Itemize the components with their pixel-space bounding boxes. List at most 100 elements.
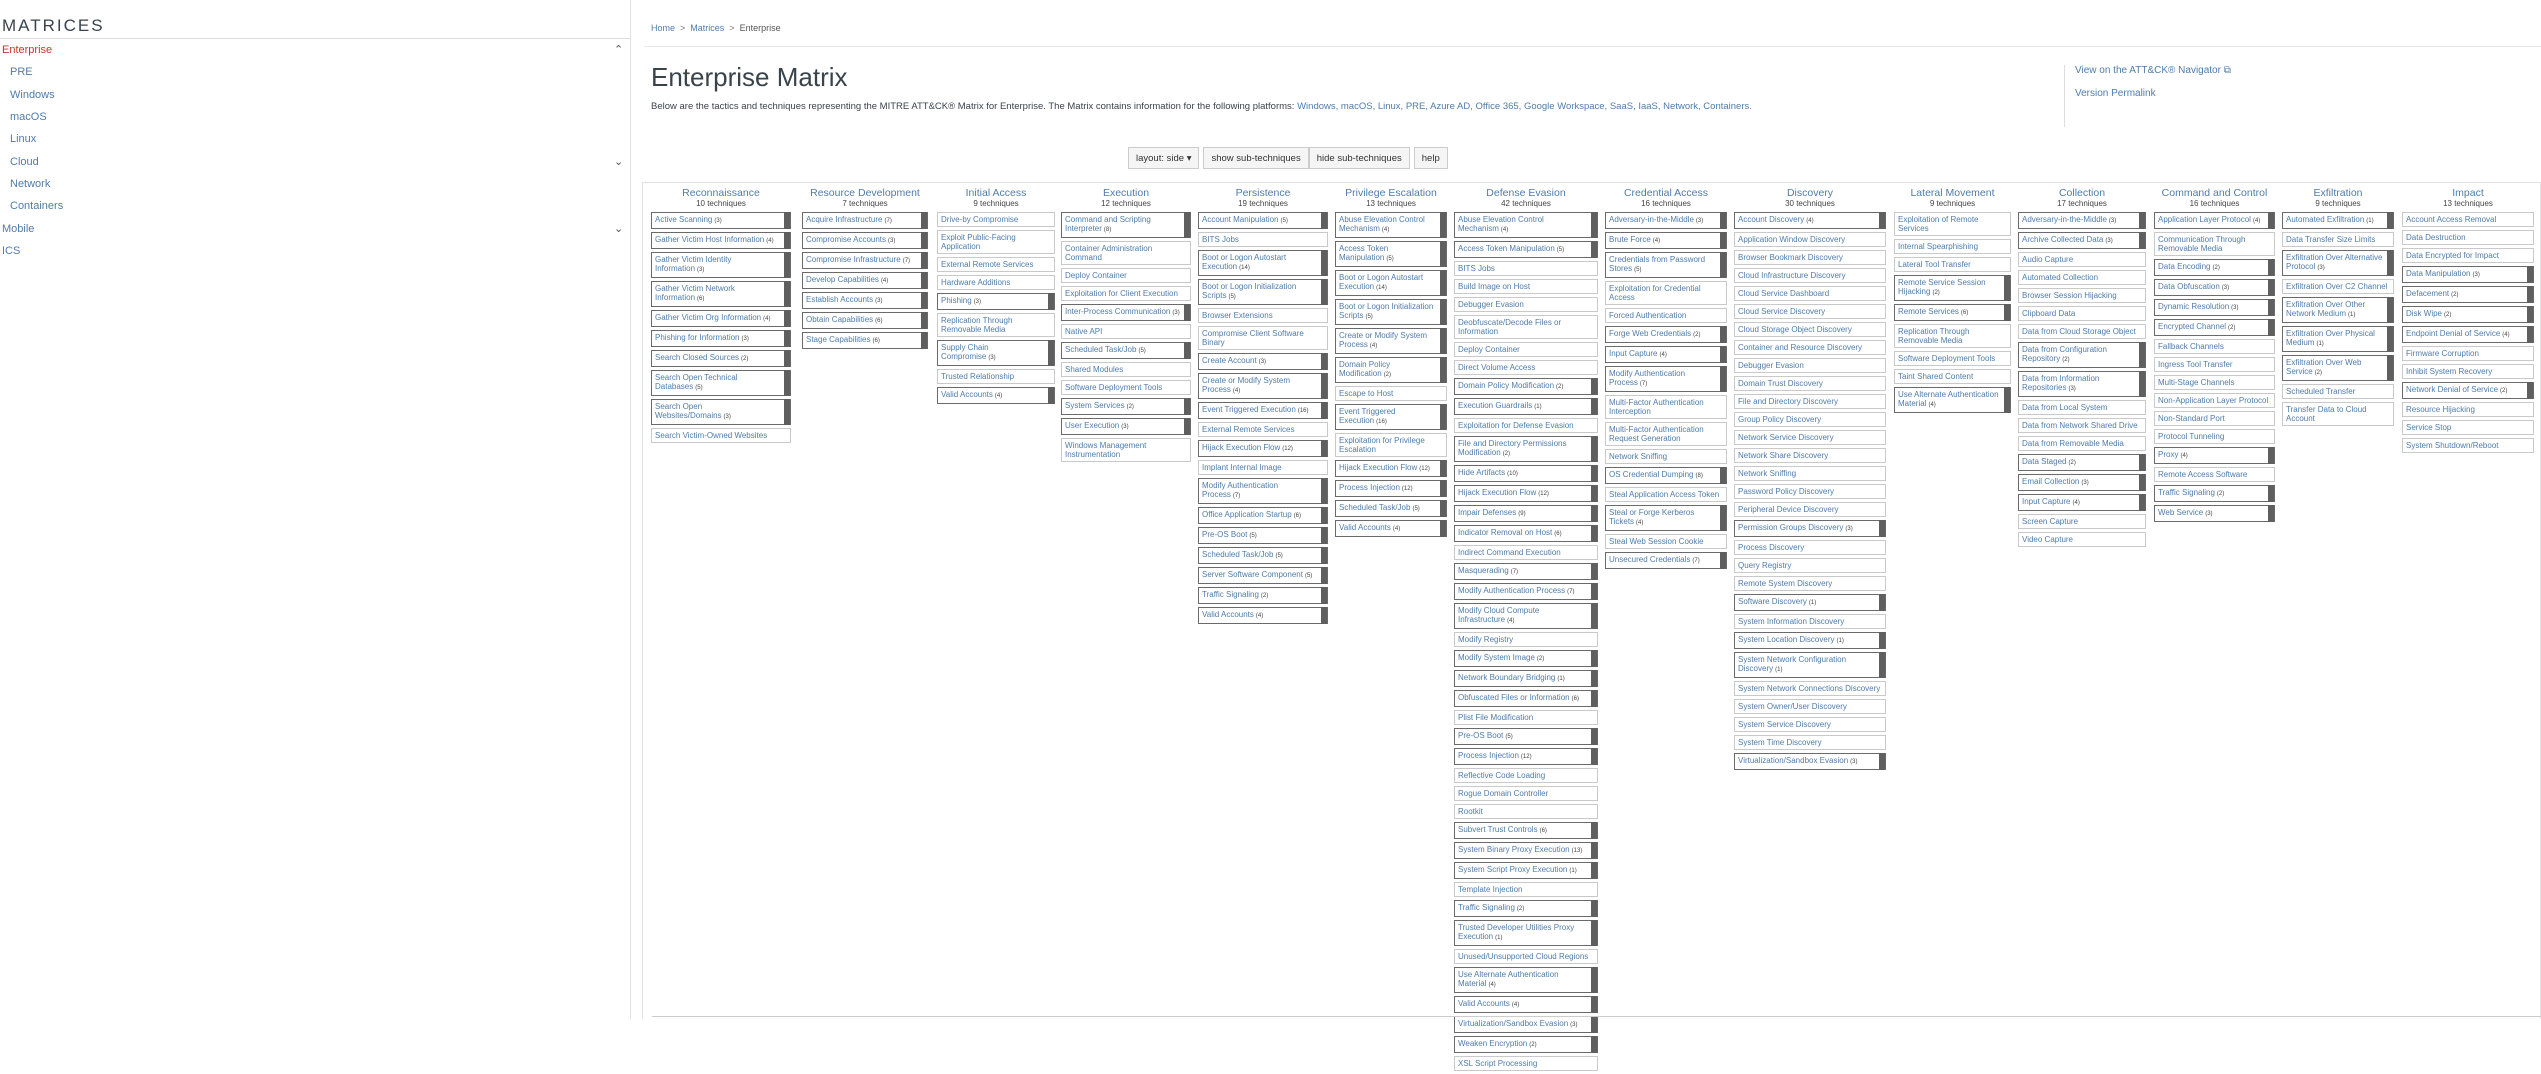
technique-cell[interactable]: Pre-OS Boot (5) <box>1198 527 1328 544</box>
technique-cell[interactable]: Adversary-in-the-Middle (3) <box>2018 212 2146 229</box>
chevron-up-icon[interactable]: ⌃ <box>614 44 624 56</box>
technique-cell[interactable]: Search Closed Sources (2) <box>651 350 791 367</box>
technique-cell[interactable]: Encrypted Channel (2) <box>2154 319 2275 336</box>
tactic-name[interactable]: Initial Access <box>965 187 1027 199</box>
navigator-link[interactable]: View on the ATT&CK® Navigator ⧉ <box>2075 65 2231 76</box>
technique-cell[interactable]: Rootkit <box>1454 804 1598 819</box>
technique-cell[interactable]: Shared Modules <box>1061 362 1191 377</box>
technique-cell[interactable]: Use Alternate Authentication Material (4) <box>1454 967 1598 993</box>
technique-cell[interactable]: Cloud Storage Object Discovery <box>1734 322 1886 337</box>
technique-cell[interactable]: Build Image on Host <box>1454 279 1598 294</box>
technique-cell[interactable]: XSL Script Processing <box>1454 1056 1598 1071</box>
technique-cell[interactable]: Password Policy Discovery <box>1734 484 1886 499</box>
technique-cell[interactable]: Adversary-in-the-Middle (3) <box>1605 212 1727 229</box>
technique-cell[interactable]: Exploitation for Defense Evasion <box>1454 418 1598 433</box>
tactic-name[interactable]: Defense Evasion <box>1486 187 1566 199</box>
platforms-link[interactable]: Windows, macOS, Linux, PRE, Azure AD, Of… <box>1297 101 1752 112</box>
technique-cell[interactable]: Create or Modify System Process (4) <box>1198 373 1328 399</box>
technique-cell[interactable]: Indicator Removal on Host (6) <box>1454 525 1598 542</box>
technique-cell[interactable]: Network Service Discovery <box>1734 430 1886 445</box>
technique-cell[interactable]: Modify Authentication Process (7) <box>1605 366 1727 392</box>
sidebar-item-pre[interactable]: PRE <box>10 66 33 78</box>
technique-cell[interactable]: Transfer Data to Cloud Account <box>2282 402 2394 426</box>
technique-cell[interactable]: Exploitation of Remote Services <box>1894 212 2011 236</box>
technique-cell[interactable]: Credentials from Password Stores (5) <box>1605 252 1727 278</box>
technique-cell[interactable]: External Remote Services <box>1198 422 1328 437</box>
technique-cell[interactable]: Hide Artifacts (10) <box>1454 465 1598 482</box>
technique-cell[interactable]: Office Application Startup (6) <box>1198 507 1328 524</box>
tactic-name[interactable]: Lateral Movement <box>1910 187 1995 199</box>
technique-cell[interactable]: Browser Session Hijacking <box>2018 288 2146 303</box>
technique-cell[interactable]: System Script Proxy Execution (1) <box>1454 862 1598 879</box>
technique-cell[interactable]: Container Administration Command <box>1061 241 1191 265</box>
sidebar-item-cloud[interactable]: Cloud <box>10 156 39 168</box>
chevron-down-icon[interactable]: ⌄ <box>614 223 624 235</box>
technique-cell[interactable]: Account Access Removal <box>2402 212 2534 227</box>
technique-cell[interactable]: External Remote Services <box>937 257 1055 272</box>
technique-cell[interactable]: Non-Standard Port <box>2154 411 2275 426</box>
sidebar-item-linux[interactable]: Linux <box>10 133 37 145</box>
technique-cell[interactable]: Proxy (4) <box>2154 447 2275 464</box>
technique-cell[interactable]: Scheduled Task/Job (5) <box>1198 547 1328 564</box>
tactic-name[interactable]: Privilege Escalation <box>1345 187 1437 199</box>
technique-cell[interactable]: Browser Bookmark Discovery <box>1734 250 1886 265</box>
technique-cell[interactable]: Direct Volume Access <box>1454 360 1598 375</box>
technique-cell[interactable]: Phishing for Information (3) <box>651 330 791 347</box>
technique-cell[interactable]: Network Boundary Bridging (1) <box>1454 670 1598 687</box>
technique-cell[interactable]: Email Collection (3) <box>2018 474 2146 491</box>
technique-cell[interactable]: User Execution (3) <box>1061 418 1191 435</box>
technique-cell[interactable]: Valid Accounts (4) <box>1454 996 1598 1013</box>
technique-cell[interactable]: Inter-Process Communication (3) <box>1061 304 1191 321</box>
technique-cell[interactable]: Native API <box>1061 324 1191 339</box>
technique-cell[interactable]: Cloud Service Discovery <box>1734 304 1886 319</box>
technique-cell[interactable]: Domain Policy Modification (2) <box>1335 357 1447 383</box>
technique-cell[interactable]: Software Deployment Tools <box>1061 380 1191 395</box>
technique-cell[interactable]: Search Open Websites/Domains (3) <box>651 399 791 425</box>
technique-cell[interactable]: Application Layer Protocol (4) <box>2154 212 2275 229</box>
technique-cell[interactable]: Scheduled Task/Job (5) <box>1335 500 1447 517</box>
technique-cell[interactable]: Plist File Modification <box>1454 710 1598 725</box>
technique-cell[interactable]: Exploitation for Privilege Escalation <box>1335 433 1447 457</box>
technique-cell[interactable]: Clipboard Data <box>2018 306 2146 321</box>
technique-cell[interactable]: Service Stop <box>2402 420 2534 435</box>
technique-cell[interactable]: Create Account (3) <box>1198 353 1328 370</box>
technique-cell[interactable]: Data from Removable Media <box>2018 436 2146 451</box>
technique-cell[interactable]: Gather Victim Org Information (4) <box>651 310 791 327</box>
technique-cell[interactable]: System Location Discovery (1) <box>1734 632 1886 649</box>
technique-cell[interactable]: Query Registry <box>1734 558 1886 573</box>
technique-cell[interactable]: Obtain Capabilities (6) <box>802 312 928 329</box>
technique-cell[interactable]: Traffic Signaling (2) <box>1454 900 1598 917</box>
technique-cell[interactable]: Firmware Corruption <box>2402 346 2534 361</box>
technique-cell[interactable]: Hijack Execution Flow (12) <box>1335 460 1447 477</box>
technique-cell[interactable]: Modify Cloud Compute Infrastructure (4) <box>1454 603 1598 629</box>
technique-cell[interactable]: Peripheral Device Discovery <box>1734 502 1886 517</box>
technique-cell[interactable]: Screen Capture <box>2018 514 2146 529</box>
technique-cell[interactable]: Forge Web Credentials (2) <box>1605 326 1727 343</box>
tactic-name[interactable]: Impact <box>2452 187 2484 199</box>
technique-cell[interactable]: Data from Cloud Storage Object <box>2018 324 2146 339</box>
technique-cell[interactable]: Software Deployment Tools <box>1894 351 2011 366</box>
technique-cell[interactable]: Account Discovery (4) <box>1734 212 1886 229</box>
technique-cell[interactable]: Lateral Tool Transfer <box>1894 257 2011 272</box>
technique-cell[interactable]: Ingress Tool Transfer <box>2154 357 2275 372</box>
technique-cell[interactable]: Exfiltration Over Web Service (2) <box>2282 355 2394 381</box>
tactic-name[interactable]: Reconnaissance <box>682 187 760 199</box>
sidebar-item-network[interactable]: Network <box>10 178 51 190</box>
technique-cell[interactable]: Impair Defenses (9) <box>1454 505 1598 522</box>
technique-cell[interactable]: Data from Network Shared Drive <box>2018 418 2146 433</box>
technique-cell[interactable]: Defacement (2) <box>2402 286 2534 303</box>
technique-cell[interactable]: Hardware Additions <box>937 275 1055 290</box>
technique-cell[interactable]: Gather Victim Network Information (6) <box>651 281 791 307</box>
technique-cell[interactable]: Forced Authentication <box>1605 308 1727 323</box>
technique-cell[interactable]: Process Injection (12) <box>1454 748 1598 765</box>
tactic-name[interactable]: Discovery <box>1786 187 1834 199</box>
technique-cell[interactable]: Remote Service Session Hijacking (2) <box>1894 275 2011 301</box>
technique-cell[interactable]: Debugger Evasion <box>1734 358 1886 373</box>
tactic-name[interactable]: Execution <box>1102 187 1150 199</box>
technique-cell[interactable]: System Information Discovery <box>1734 614 1886 629</box>
technique-cell[interactable]: Modify Authentication Process (7) <box>1198 478 1328 504</box>
technique-cell[interactable]: Cloud Infrastructure Discovery <box>1734 268 1886 283</box>
version-permalink[interactable]: Version Permalink <box>2075 88 2156 99</box>
technique-cell[interactable]: Implant Internal Image <box>1198 460 1328 475</box>
technique-cell[interactable]: Data Encrypted for Impact <box>2402 248 2534 263</box>
